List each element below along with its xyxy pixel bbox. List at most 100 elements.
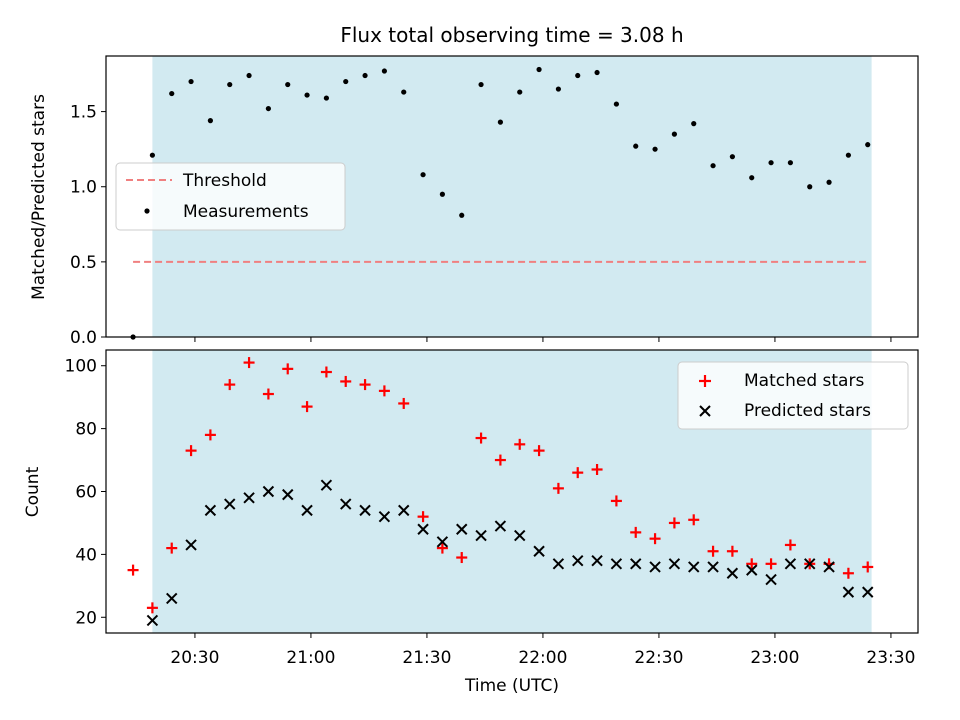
legend-predicted-swatch: [699, 405, 711, 417]
matched-star-point: [436, 542, 448, 554]
predicted-star-point: [262, 485, 275, 498]
legend-measurements-swatch: [144, 208, 150, 214]
x-tick-label: 21:30: [402, 648, 451, 668]
matched-star-point: [765, 558, 777, 570]
y-tick-label: 40: [75, 545, 97, 565]
predicted-star-point: [688, 561, 700, 573]
matched-star-point: [146, 602, 158, 614]
predicted-star-point: [842, 586, 855, 598]
legend-measurements-label: Measurements: [183, 202, 309, 222]
legend-threshold-label: Threshold: [182, 171, 267, 191]
predicted-star-point: [494, 520, 507, 532]
predicted-star-point: [514, 529, 526, 542]
x-axis-label: Time (UTC): [464, 676, 559, 696]
predicted-star-point: [552, 558, 565, 570]
bottom-plot-frame: [105, 349, 919, 634]
measurement-point: [807, 184, 813, 190]
x-tick-label: 22:30: [634, 648, 683, 668]
y-tick-label: 60: [75, 483, 97, 503]
predicted-star-point: [804, 558, 816, 570]
matched-star-point: [224, 379, 236, 391]
measurement-point: [787, 160, 794, 166]
measurement-point: [207, 118, 213, 124]
legend-predicted-label: Predicted stars: [744, 401, 871, 421]
measurement-point: [497, 119, 503, 125]
matched-star-point: [707, 545, 719, 557]
top-legend-box: [115, 162, 346, 231]
measurement-point: [265, 105, 271, 112]
measurement-point: [652, 146, 658, 152]
top-panel: 0.0 0.5 1.0 1.5 Matched/Predicted stars Thr…: [29, 55, 919, 348]
measurement-point: [729, 154, 736, 160]
matched-star-point: [398, 397, 410, 409]
matched-star-point: [726, 545, 738, 557]
matched-star-point: [127, 564, 139, 576]
y-tick-label: 80: [75, 420, 97, 440]
measurement-point: [865, 142, 871, 148]
predicted-star-point: [591, 554, 603, 567]
matched-star-point: [630, 526, 642, 538]
y-tick-label: 100: [65, 357, 97, 377]
measurement-point: [323, 95, 329, 101]
matched-star-point: [862, 561, 874, 573]
predicted-star-point: [340, 498, 352, 510]
predicted-star-point: [862, 586, 874, 598]
predicted-star-point: [436, 536, 449, 548]
predicted-star-point: [630, 558, 642, 570]
matched-star-point: [340, 375, 352, 387]
measurement-point: [826, 179, 832, 185]
measurement-point: [768, 160, 774, 166]
matched-star-point: [456, 552, 468, 564]
y-tick-label: 1.5: [70, 103, 97, 123]
x-tick-label: 21:00: [286, 648, 335, 668]
x-tick-label: 23:00: [750, 648, 799, 668]
matched-star-point: [668, 517, 680, 529]
predicted-star-point: [301, 504, 313, 517]
measurement-point: [710, 163, 716, 169]
measurement-point: [401, 89, 407, 95]
predicted-star-point: [726, 567, 739, 579]
bottom-legend-box: [677, 361, 909, 430]
measurement-point: [613, 101, 620, 107]
predicted-star-point: [417, 523, 429, 535]
matched-star-point: [784, 539, 796, 551]
x-tick-label: 22:00: [518, 648, 567, 668]
predicted-star-point: [823, 561, 835, 573]
top-y-axis-label: Matched/Predicted stars: [29, 94, 49, 300]
top-legend: Threshold Measurements: [115, 162, 346, 231]
predicted-star-point: [456, 523, 468, 535]
predicted-star-point: [649, 561, 661, 573]
measurement-point: [246, 72, 252, 79]
matched-star-point: [533, 445, 545, 457]
measurement-point: [304, 92, 310, 98]
matched-star-point: [842, 567, 854, 579]
matched-star-point: [610, 495, 622, 507]
matched-star-point: [301, 401, 313, 413]
x-tick-label: 23:30: [866, 648, 915, 668]
predicted-star-point: [398, 504, 410, 517]
matched-star-point: [417, 511, 429, 523]
legend-matched-swatch: [699, 375, 711, 387]
matched-star-point: [552, 482, 564, 494]
predicted-star-point: [746, 564, 758, 576]
measurement-point: [459, 212, 465, 218]
predicted-star-point: [475, 529, 487, 542]
measurement-point: [439, 191, 445, 197]
matched-star-point: [378, 385, 390, 397]
matched-star-point: [688, 514, 700, 526]
measurement-point: [285, 81, 291, 88]
matched-star-point: [262, 388, 274, 400]
predicted-star-point: [378, 510, 391, 523]
predicted-star-point: [282, 488, 294, 501]
predicted-star-point: [243, 492, 255, 504]
measurement-point: [594, 69, 600, 76]
measurement-point: [575, 72, 581, 79]
predicted-star-point: [707, 561, 719, 573]
matched-star-point: [494, 454, 506, 466]
chart-title: Flux total observing time = 3.08 h: [340, 23, 683, 47]
measurement-point: [845, 152, 852, 158]
matched-star-point: [359, 379, 371, 391]
measurement-point: [343, 78, 349, 85]
predicted-star-point: [146, 614, 159, 627]
matched-star-point: [185, 445, 197, 457]
